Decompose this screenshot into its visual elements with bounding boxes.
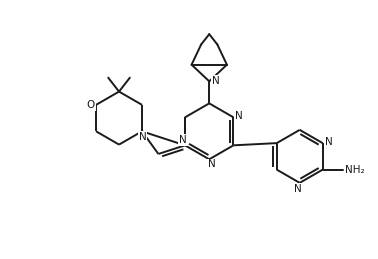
Text: N: N bbox=[294, 184, 302, 194]
Text: N: N bbox=[325, 137, 333, 147]
Text: N: N bbox=[208, 160, 215, 169]
Text: N: N bbox=[235, 111, 243, 120]
Text: NH₂: NH₂ bbox=[345, 165, 364, 175]
Text: N: N bbox=[139, 132, 147, 142]
Text: O: O bbox=[87, 100, 95, 110]
Text: N: N bbox=[212, 76, 220, 85]
Text: N: N bbox=[179, 135, 187, 145]
